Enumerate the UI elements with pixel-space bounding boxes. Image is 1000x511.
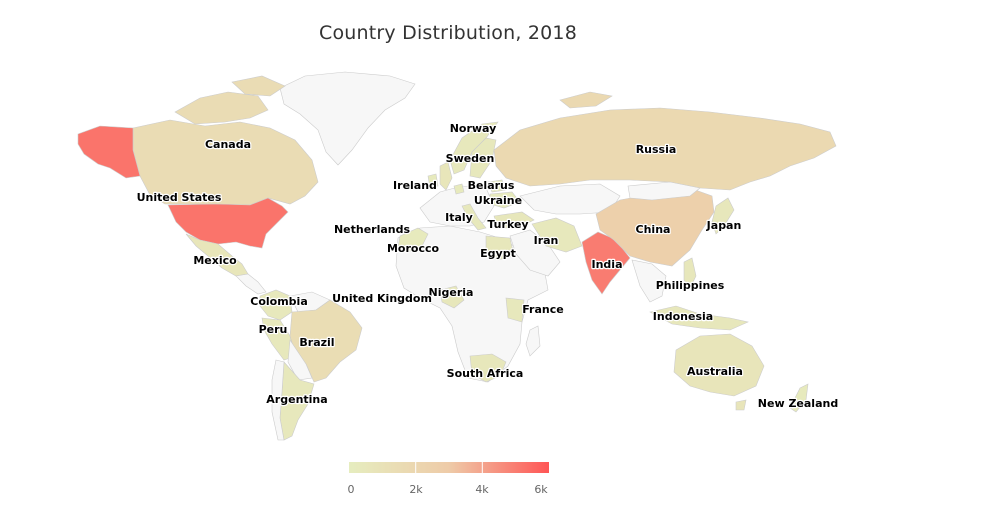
region-russia[interactable]	[493, 107, 837, 191]
region-netherlands[interactable]	[453, 183, 465, 195]
label-japan: Japan	[706, 219, 742, 232]
label-italy: Italy	[445, 211, 473, 224]
label-ireland: Ireland	[393, 179, 437, 192]
label-egypt: Egypt	[480, 247, 516, 260]
region-nigeria[interactable]	[439, 285, 465, 309]
region-indonesia[interactable]	[649, 305, 749, 331]
label-morocco: Morocco	[387, 242, 440, 255]
region-russia-islands[interactable]	[559, 91, 613, 109]
label-colombia: Colombia	[250, 295, 308, 308]
region-turkey[interactable]	[493, 211, 535, 229]
label-china: China	[636, 223, 671, 236]
label-brazil: Brazil	[299, 336, 334, 349]
region-canada[interactable]	[132, 119, 319, 206]
label-philippines: Philippines	[656, 279, 725, 292]
region-east-africa[interactable]	[505, 297, 525, 323]
label-france: France	[522, 303, 563, 316]
label-sweden: Sweden	[446, 152, 495, 165]
greenland-shape[interactable]	[279, 71, 416, 166]
label-argentina: Argentina	[266, 393, 327, 406]
label-south-africa: South Africa	[447, 367, 524, 380]
region-japan[interactable]	[711, 197, 735, 235]
central-america-shape[interactable]	[235, 273, 267, 295]
label-peru: Peru	[259, 323, 288, 336]
region-canada-islands[interactable]	[174, 91, 269, 125]
label-indonesia: Indonesia	[653, 310, 713, 323]
label-nigeria: Nigeria	[429, 286, 474, 299]
mongolia-shape[interactable]	[627, 181, 701, 201]
label-canada: Canada	[205, 138, 251, 151]
region-australia[interactable]	[673, 333, 765, 397]
middle-east-shape[interactable]	[509, 229, 561, 277]
region-italy[interactable]	[461, 203, 487, 231]
region-south-africa[interactable]	[469, 353, 507, 383]
bolivia-shape[interactable]	[287, 339, 313, 381]
legend-tick-2k: 2k	[409, 483, 423, 496]
label-australia: Australia	[687, 365, 743, 378]
label-ukraine: Ukraine	[474, 194, 522, 207]
chart-title: Country Distribution, 2018	[319, 22, 577, 44]
southeast-asia-shape[interactable]	[631, 259, 667, 303]
color-legend: 0 2k 4k 6k	[348, 462, 549, 496]
region-philippines[interactable]	[683, 257, 697, 289]
label-norway: Norway	[450, 122, 497, 135]
label-united-states: United States	[137, 191, 222, 204]
region-egypt[interactable]	[485, 235, 515, 261]
legend-gradient-bar	[349, 462, 549, 473]
legend-tick-0: 0	[348, 483, 355, 496]
region-morocco[interactable]	[397, 227, 429, 253]
region-canada-islands-2[interactable]	[231, 75, 286, 97]
label-mexico: Mexico	[193, 254, 237, 267]
region-india[interactable]	[581, 231, 631, 295]
legend-tick-4k: 4k	[475, 483, 489, 496]
label-india: India	[592, 258, 623, 271]
region-sweden[interactable]	[469, 137, 497, 179]
region-united-states[interactable]	[167, 197, 289, 249]
chile-shape[interactable]	[271, 359, 285, 441]
region-tasmania[interactable]	[735, 399, 747, 411]
region-ireland[interactable]	[427, 173, 439, 189]
label-russia: Russia	[636, 143, 677, 156]
label-iran: Iran	[534, 234, 559, 247]
label-united-kingdom: United Kingdom	[332, 292, 432, 305]
region-ukraine[interactable]	[489, 191, 521, 209]
region-alaska[interactable]	[77, 125, 141, 179]
label-belarus: Belarus	[468, 179, 515, 192]
region-belarus[interactable]	[487, 179, 507, 193]
label-new-zealand: New Zealand	[758, 397, 838, 410]
region-new-zealand[interactable]	[789, 383, 809, 413]
label-netherlands: Netherlands	[334, 223, 411, 236]
region-colombia[interactable]	[259, 289, 293, 321]
africa-shape[interactable]	[395, 225, 549, 383]
label-turkey: Turkey	[487, 218, 528, 231]
region-iran[interactable]	[531, 217, 583, 253]
legend-tick-6k: 6k	[534, 483, 548, 496]
region-united-kingdom[interactable]	[439, 161, 453, 191]
madagascar-shape[interactable]	[525, 325, 541, 357]
